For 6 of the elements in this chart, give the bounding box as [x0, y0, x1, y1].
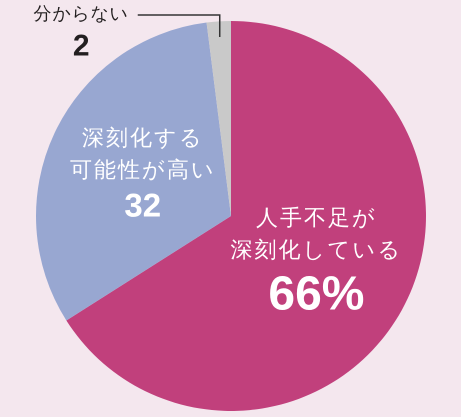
data-label: 32: [124, 186, 162, 224]
slice-label: 分からない: [34, 4, 129, 25]
slice-label: 深刻化する可能性が高い: [70, 126, 216, 184]
data-label: 2: [72, 29, 90, 62]
data-label: 66%: [268, 267, 364, 320]
slice-label: 人手不足が深刻化している: [230, 206, 402, 264]
